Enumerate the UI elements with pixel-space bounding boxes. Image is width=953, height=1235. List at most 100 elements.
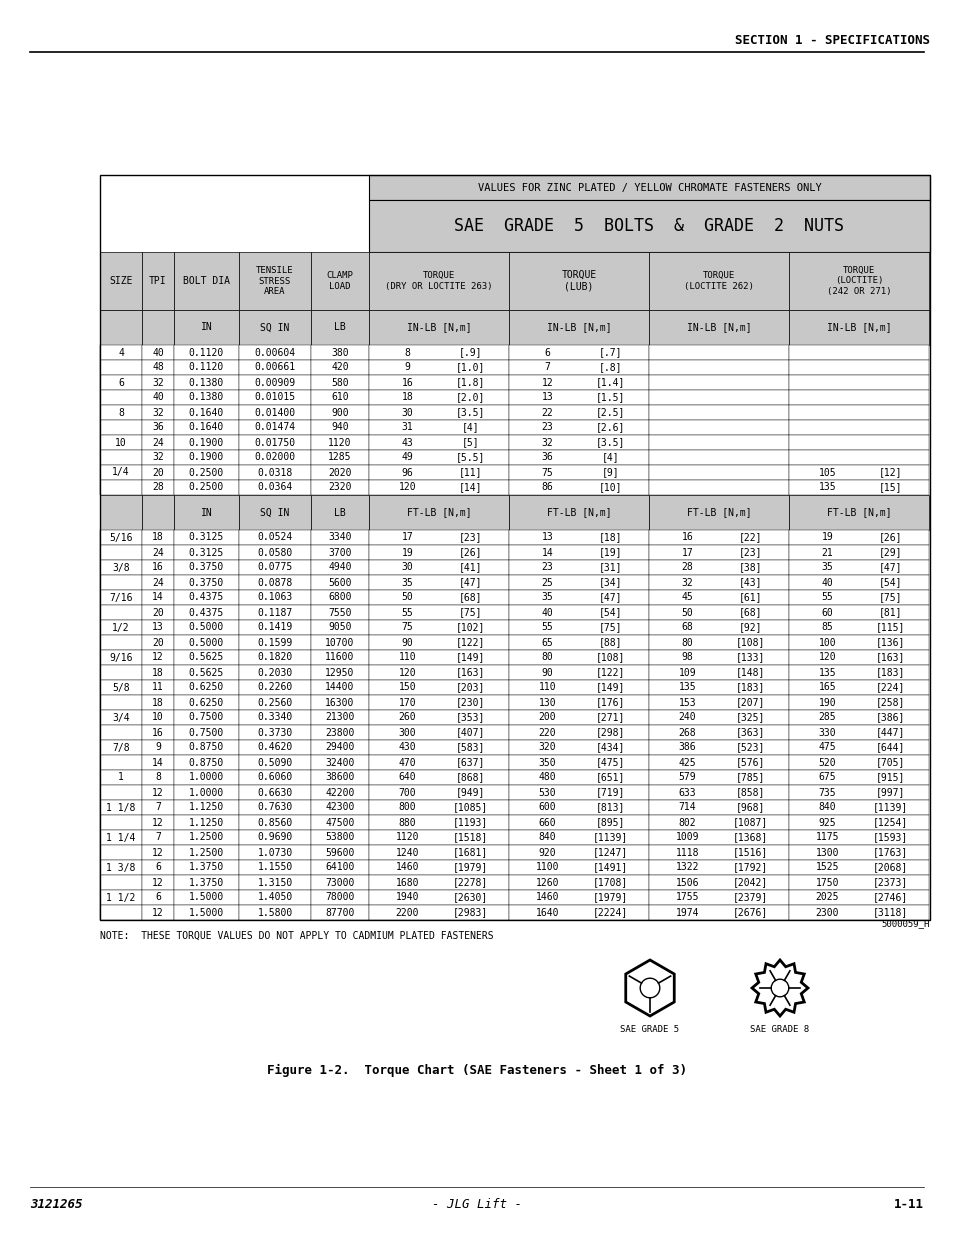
Bar (509, 755, 648, 769)
Bar (142, 435, 173, 450)
Bar (100, 466, 142, 480)
Text: [148]: [148] (735, 667, 764, 678)
Text: 633: 633 (678, 788, 696, 798)
Text: 35: 35 (541, 593, 553, 603)
Text: 31: 31 (401, 422, 413, 432)
Bar (648, 605, 788, 620)
Text: 80: 80 (541, 652, 553, 662)
Text: 0.1120: 0.1120 (189, 347, 224, 357)
Bar (369, 435, 509, 450)
Text: 53800: 53800 (325, 832, 355, 842)
Text: TPI: TPI (149, 275, 167, 287)
Bar (369, 359, 509, 375)
Text: 0.01750: 0.01750 (254, 437, 295, 447)
Bar (648, 435, 788, 450)
Text: 1 3/8: 1 3/8 (106, 862, 135, 872)
Text: 0.01400: 0.01400 (254, 408, 295, 417)
Bar (509, 605, 648, 620)
Text: 6: 6 (155, 862, 161, 872)
Text: 1974: 1974 (675, 908, 699, 918)
Text: 1.1250: 1.1250 (189, 818, 224, 827)
Text: [34]: [34] (598, 578, 621, 588)
Bar (311, 680, 369, 695)
Text: [1516]: [1516] (732, 847, 767, 857)
Bar (648, 664, 788, 680)
Bar (100, 405, 142, 420)
Text: FT-LB [N,m]: FT-LB [N,m] (406, 508, 471, 517)
Bar (648, 635, 788, 650)
Text: [149]: [149] (596, 683, 624, 693)
Bar (369, 830, 509, 845)
Text: 268: 268 (678, 727, 696, 737)
Text: IN-LB [N,m]: IN-LB [N,m] (406, 322, 471, 332)
Bar (100, 590, 142, 605)
Text: 0.6630: 0.6630 (257, 788, 293, 798)
Bar (173, 769, 239, 785)
Text: 735: 735 (818, 788, 836, 798)
Bar (311, 876, 369, 890)
Bar (788, 545, 928, 559)
Text: [1139]: [1139] (592, 832, 627, 842)
Bar (311, 590, 369, 605)
Text: [968]: [968] (735, 803, 764, 813)
Text: 19: 19 (401, 547, 413, 557)
Bar (173, 635, 239, 650)
Bar (100, 905, 142, 920)
Text: 28: 28 (152, 483, 164, 493)
Text: 16: 16 (152, 727, 164, 737)
Bar (648, 876, 788, 890)
Bar (369, 815, 509, 830)
Text: 5600: 5600 (328, 578, 352, 588)
Bar (100, 559, 142, 576)
Bar (311, 495, 369, 530)
Text: 600: 600 (538, 803, 556, 813)
Bar (788, 860, 928, 876)
Text: 8: 8 (404, 347, 410, 357)
Text: 330: 330 (818, 727, 836, 737)
Bar (509, 725, 648, 740)
Text: 1525: 1525 (815, 862, 839, 872)
Text: 530: 530 (538, 788, 556, 798)
Bar (311, 390, 369, 405)
Text: 19: 19 (821, 532, 833, 542)
Text: 0.4620: 0.4620 (257, 742, 293, 752)
Bar (311, 620, 369, 635)
Bar (648, 740, 788, 755)
Bar (239, 905, 311, 920)
Bar (239, 405, 311, 420)
Bar (100, 545, 142, 559)
Text: 24: 24 (152, 578, 164, 588)
Text: 32: 32 (152, 408, 164, 417)
Text: 18: 18 (152, 667, 164, 678)
Text: LB: LB (334, 508, 346, 517)
Text: [644]: [644] (875, 742, 904, 752)
Bar (648, 375, 788, 390)
Text: IN: IN (200, 508, 213, 517)
Text: [.7]: [.7] (598, 347, 621, 357)
Bar (100, 845, 142, 860)
Text: LB: LB (334, 322, 346, 332)
Bar (142, 635, 173, 650)
Bar (509, 435, 648, 450)
Text: 20: 20 (152, 608, 164, 618)
Bar (100, 310, 142, 345)
Bar (369, 175, 929, 200)
Text: [41]: [41] (458, 562, 482, 573)
Bar (173, 420, 239, 435)
Text: 0.1640: 0.1640 (189, 408, 224, 417)
Text: 1.1550: 1.1550 (257, 862, 293, 872)
Bar (142, 545, 173, 559)
Text: [997]: [997] (875, 788, 904, 798)
Text: 0.1640: 0.1640 (189, 422, 224, 432)
Text: 7/8: 7/8 (112, 742, 130, 752)
Text: 1 1/4: 1 1/4 (106, 832, 135, 842)
Bar (788, 635, 928, 650)
Bar (173, 710, 239, 725)
Bar (509, 576, 648, 590)
Text: [115]: [115] (875, 622, 904, 632)
Text: [1518]: [1518] (453, 832, 488, 842)
Bar (239, 725, 311, 740)
Text: [14]: [14] (458, 483, 482, 493)
Bar (369, 890, 509, 905)
Text: [637]: [637] (456, 757, 485, 767)
